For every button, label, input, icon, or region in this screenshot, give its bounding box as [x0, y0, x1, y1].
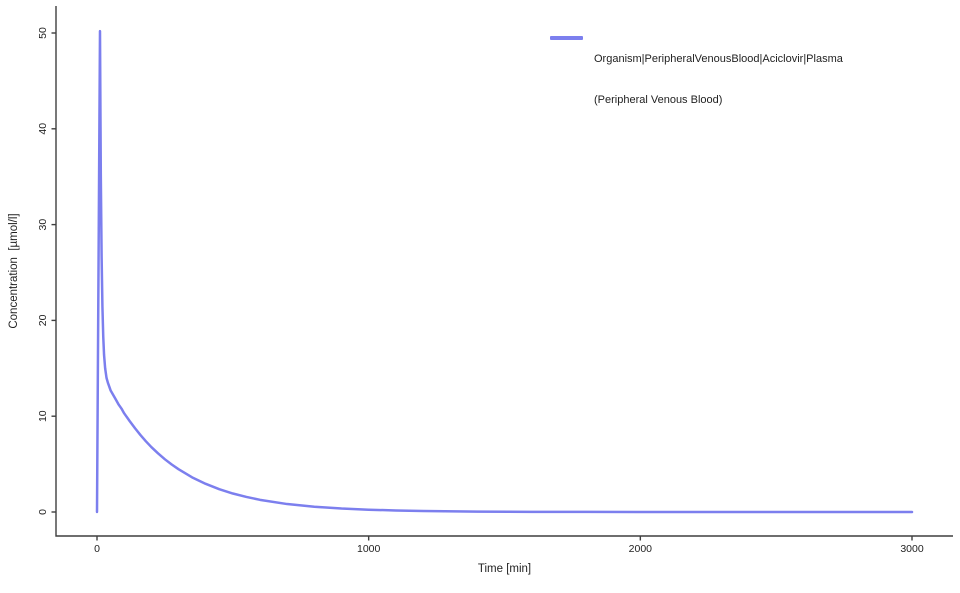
legend-label-line2: (Peripheral Venous Blood) — [594, 93, 723, 106]
series-layer — [95, 29, 914, 514]
y-tick-label: 20 — [37, 314, 49, 326]
x-tick-label: 1000 — [357, 543, 381, 555]
axis-lines — [55, 6, 953, 537]
x-tick-label: 2000 — [629, 543, 653, 555]
series-line-aciclovir-plasma — [95, 29, 914, 514]
x-tick-label: 0 — [94, 543, 100, 555]
legend-line-swatch — [550, 36, 583, 40]
y-tick-label: 0 — [37, 509, 49, 515]
legend-label: Organism|PeripheralVenousBlood|Aciclovir… — [594, 26, 843, 134]
axes-layer: 0 10 20 30 40 50 0 1000 2000 3000 — [37, 6, 953, 555]
y-axis-title: Concentration [µmol/l] — [8, 213, 20, 329]
y-tick-label: 10 — [37, 410, 49, 422]
y-tick-label: 50 — [37, 27, 49, 39]
x-tick-label: 3000 — [900, 543, 924, 555]
legend-label-line1: Organism|PeripheralVenousBlood|Aciclovir… — [594, 53, 843, 65]
x-axis-title: Time [min] — [477, 563, 532, 575]
y-tick-label: 30 — [37, 219, 49, 231]
legend: Organism|PeripheralVenousBlood|Aciclovir… — [550, 26, 843, 134]
y-tick-label: 40 — [37, 123, 49, 135]
